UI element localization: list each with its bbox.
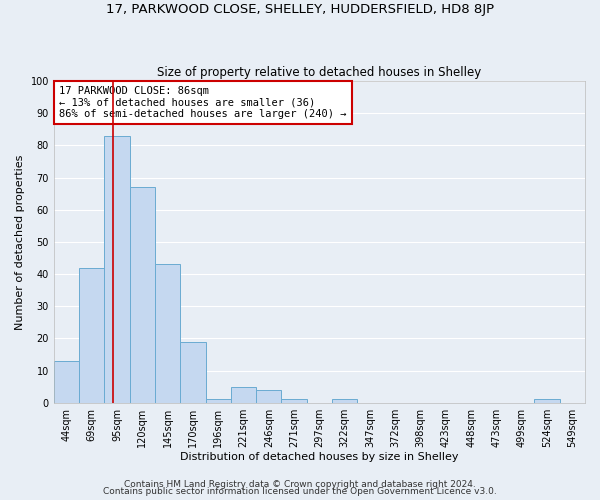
Text: 17, PARKWOOD CLOSE, SHELLEY, HUDDERSFIELD, HD8 8JP: 17, PARKWOOD CLOSE, SHELLEY, HUDDERSFIEL… [106, 2, 494, 16]
Title: Size of property relative to detached houses in Shelley: Size of property relative to detached ho… [157, 66, 482, 78]
Bar [256, 390, 281, 402]
Bar [535, 400, 560, 402]
Bar [130, 187, 155, 402]
Bar [231, 386, 256, 402]
Bar [104, 136, 130, 402]
Text: 17 PARKWOOD CLOSE: 86sqm
← 13% of detached houses are smaller (36)
86% of semi-d: 17 PARKWOOD CLOSE: 86sqm ← 13% of detach… [59, 86, 347, 119]
Y-axis label: Number of detached properties: Number of detached properties [15, 154, 25, 330]
Text: Contains HM Land Registry data © Crown copyright and database right 2024.: Contains HM Land Registry data © Crown c… [124, 480, 476, 489]
Bar [206, 400, 231, 402]
X-axis label: Distribution of detached houses by size in Shelley: Distribution of detached houses by size … [180, 452, 458, 462]
Bar [180, 342, 206, 402]
Bar [332, 400, 358, 402]
Bar [54, 361, 79, 403]
Bar [79, 268, 104, 402]
Text: Contains public sector information licensed under the Open Government Licence v3: Contains public sector information licen… [103, 487, 497, 496]
Bar [281, 400, 307, 402]
Bar [155, 264, 180, 402]
